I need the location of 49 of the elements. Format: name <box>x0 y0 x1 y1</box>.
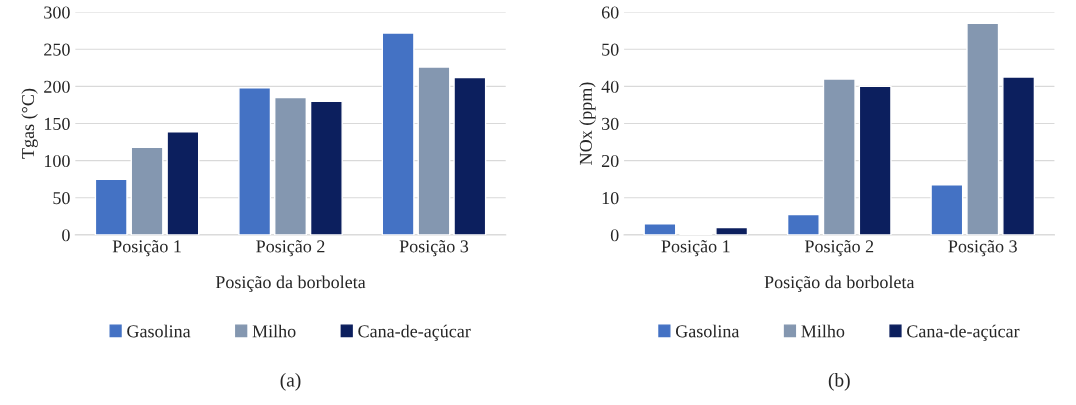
x-tick-label: Posição 3 <box>948 240 1017 257</box>
bar <box>1002 76 1036 235</box>
y-tick-label: 0 <box>62 229 70 242</box>
bar <box>966 22 1000 235</box>
bar <box>930 184 964 235</box>
x-tick-label: Posição 2 <box>804 240 874 257</box>
legend-label: Milho <box>801 324 845 338</box>
x-tick-label: Posição 3 <box>399 240 469 257</box>
legend-label: Cana-de-açúcar <box>358 324 471 342</box>
bar <box>166 130 200 235</box>
text: (b) <box>828 373 850 391</box>
bar <box>417 66 451 235</box>
legend-label: Cana-de-açúcar <box>907 324 1020 342</box>
x-axis-title: Posição da borboleta <box>215 275 366 292</box>
legend-label: Milho <box>252 324 296 338</box>
y-tick-label: 250 <box>44 43 70 56</box>
y-tick-label: 100 <box>44 154 70 168</box>
bar <box>715 226 749 235</box>
bar <box>94 178 128 235</box>
bar <box>643 223 677 235</box>
text: (a) <box>280 373 301 391</box>
y-tick-label: 10 <box>602 192 619 205</box>
x-axis-title: Posição da borboleta <box>764 275 915 292</box>
y-axis-title: NOx (ppm) <box>579 82 596 165</box>
bar <box>822 78 856 235</box>
bar <box>274 96 307 235</box>
x-tick-label: Posição 2 <box>256 240 325 257</box>
y-tick-label: 50 <box>53 192 70 205</box>
bar <box>786 213 820 235</box>
y-tick-label: 300 <box>44 6 70 19</box>
x-tick-label: Posição 1 <box>112 240 181 257</box>
y-tick-label: 50 <box>602 43 619 56</box>
y-axis-title: Tgas (°C) <box>21 88 38 159</box>
y-tick-label: 0 <box>610 229 619 242</box>
x-tick-label: Posição 1 <box>661 240 730 257</box>
y-tick-label: 60 <box>601 6 619 19</box>
bar <box>130 146 164 235</box>
legend-label: Gasolina <box>675 324 740 338</box>
bar <box>453 76 487 235</box>
y-tick-label: 200 <box>44 80 70 93</box>
legend-label: Gasolina <box>127 324 191 338</box>
bar <box>381 32 415 235</box>
y-tick-label: 20 <box>601 154 619 168</box>
y-tick-label: 40 <box>601 80 619 93</box>
y-tick-label: 150 <box>44 117 70 130</box>
bar <box>238 87 272 235</box>
bar <box>858 85 892 235</box>
y-tick-label: 30 <box>602 117 619 130</box>
bar <box>309 100 343 235</box>
